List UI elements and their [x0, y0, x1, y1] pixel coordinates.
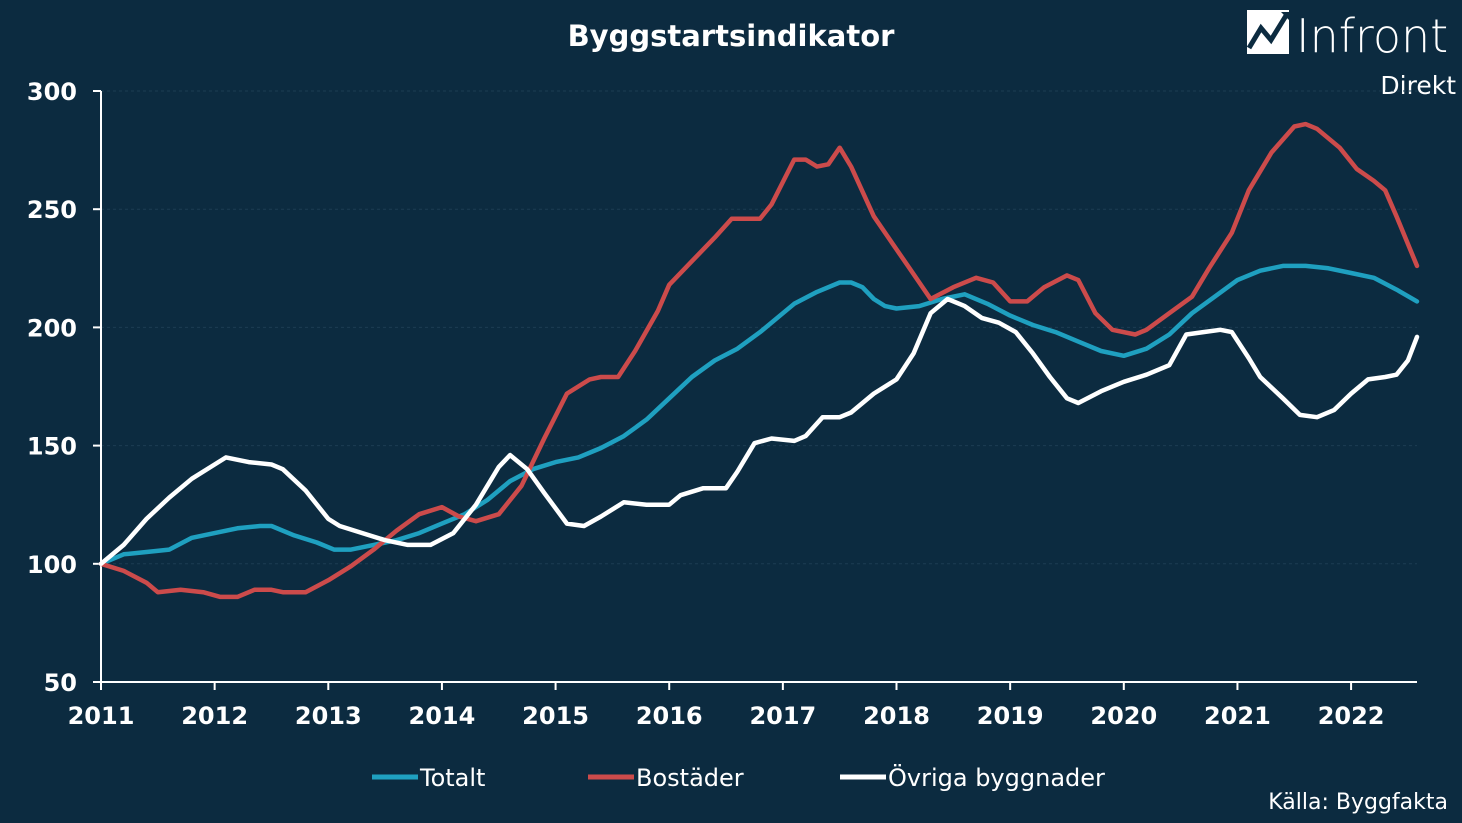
y-tick-label: 50 — [44, 669, 77, 697]
source-note: Källa: Byggfakta — [1268, 790, 1448, 815]
x-tick-label: 2019 — [977, 702, 1044, 730]
series-line-totalt — [98, 263, 1420, 567]
legend-label: Övriga byggnader — [888, 763, 1105, 792]
series-line--vriga-byggnader — [98, 296, 1420, 567]
axis-layer: 50 100 150 200 250 300 2011 2012 2013 2014 2015 201… — [27, 78, 1417, 730]
logo-subtitle: Direkt — [1380, 71, 1456, 100]
infront-logo-icon — [1246, 10, 1290, 54]
legend-label: Totalt — [419, 764, 485, 792]
x-tick-label: 2016 — [636, 702, 703, 730]
legend-label: Bostäder — [636, 764, 744, 792]
logo-wordmark: Infront — [1296, 9, 1448, 63]
x-tick-label: 2012 — [181, 702, 248, 730]
infront-logo: Infront Direkt — [1246, 9, 1456, 100]
y-tick-label: 250 — [27, 196, 77, 224]
series-line-bost-der — [98, 121, 1420, 600]
x-tick-label: 2021 — [1204, 702, 1271, 730]
x-tick-label: 2014 — [409, 702, 476, 730]
x-tick-label: 2018 — [863, 702, 930, 730]
x-tick-label: 2013 — [295, 702, 362, 730]
y-tick-label: 300 — [27, 78, 77, 106]
x-tick-label: 2020 — [1090, 702, 1157, 730]
x-tick-label: 2022 — [1318, 702, 1385, 730]
x-tick-label: 2011 — [68, 702, 135, 730]
y-tick-label: 100 — [27, 551, 77, 579]
x-tick-label: 2017 — [749, 702, 816, 730]
x-tick-label: 2015 — [522, 702, 589, 730]
legend: Totalt Bostäder Övriga byggnader — [372, 763, 1105, 792]
y-tick-label: 200 — [27, 314, 77, 342]
y-tick-label: 150 — [27, 433, 77, 461]
chart-title: Byggstartsindikator — [568, 19, 896, 53]
series-layer — [98, 121, 1420, 600]
